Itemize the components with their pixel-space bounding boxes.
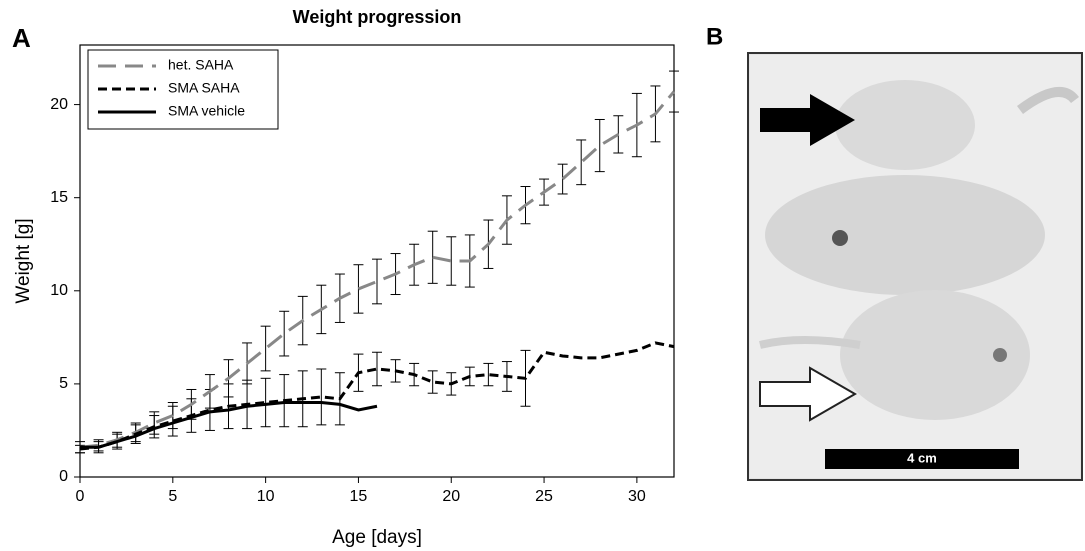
- error-bar: [372, 258, 382, 305]
- error-bar: [427, 230, 438, 284]
- panel-label: B: [706, 23, 723, 50]
- x-tick-label: 5: [168, 488, 177, 505]
- y-tick-label: 10: [50, 282, 68, 299]
- legend-label: het. SAHA: [168, 57, 234, 73]
- plot-area: [79, 44, 675, 478]
- chart-title: Weight progression: [293, 7, 462, 27]
- y-tick-label: 15: [50, 189, 68, 206]
- error-bar: [446, 236, 457, 286]
- series-line: [80, 401, 378, 449]
- y-tick-label: 0: [59, 468, 68, 485]
- x-tick-label: 20: [442, 488, 460, 505]
- x-tick-label: 10: [257, 488, 275, 505]
- error-bar: [594, 118, 605, 173]
- error-bar: [483, 362, 494, 387]
- legend-label: SMA SAHA: [168, 80, 240, 96]
- series-line: [79, 341, 675, 451]
- x-tick-label: 25: [535, 488, 553, 505]
- x-tick-label: 15: [350, 488, 368, 505]
- x-axis-label: Age [days]: [332, 527, 422, 548]
- error-bar: [557, 163, 568, 195]
- y-axis-label: Weight [g]: [13, 218, 34, 303]
- error-bar: [279, 310, 290, 357]
- x-tick-label: 30: [628, 488, 646, 505]
- panel-label: A: [12, 23, 31, 53]
- series-line: [79, 90, 676, 449]
- error-bar: [167, 405, 178, 437]
- error-bar: [260, 377, 271, 428]
- legend-label: SMA vehicle: [168, 103, 245, 119]
- error-bar: [372, 351, 382, 387]
- error-bar: [427, 370, 438, 394]
- error-bar: [260, 325, 271, 372]
- photo: 4 cm: [747, 52, 1083, 481]
- error-bar: [576, 139, 587, 186]
- scale-bar-label: 4 cm: [907, 450, 937, 465]
- x-tick-label: 0: [76, 488, 85, 505]
- error-bar: [316, 368, 327, 426]
- y-tick-label: 20: [50, 96, 68, 113]
- y-tick-label: 5: [59, 375, 68, 392]
